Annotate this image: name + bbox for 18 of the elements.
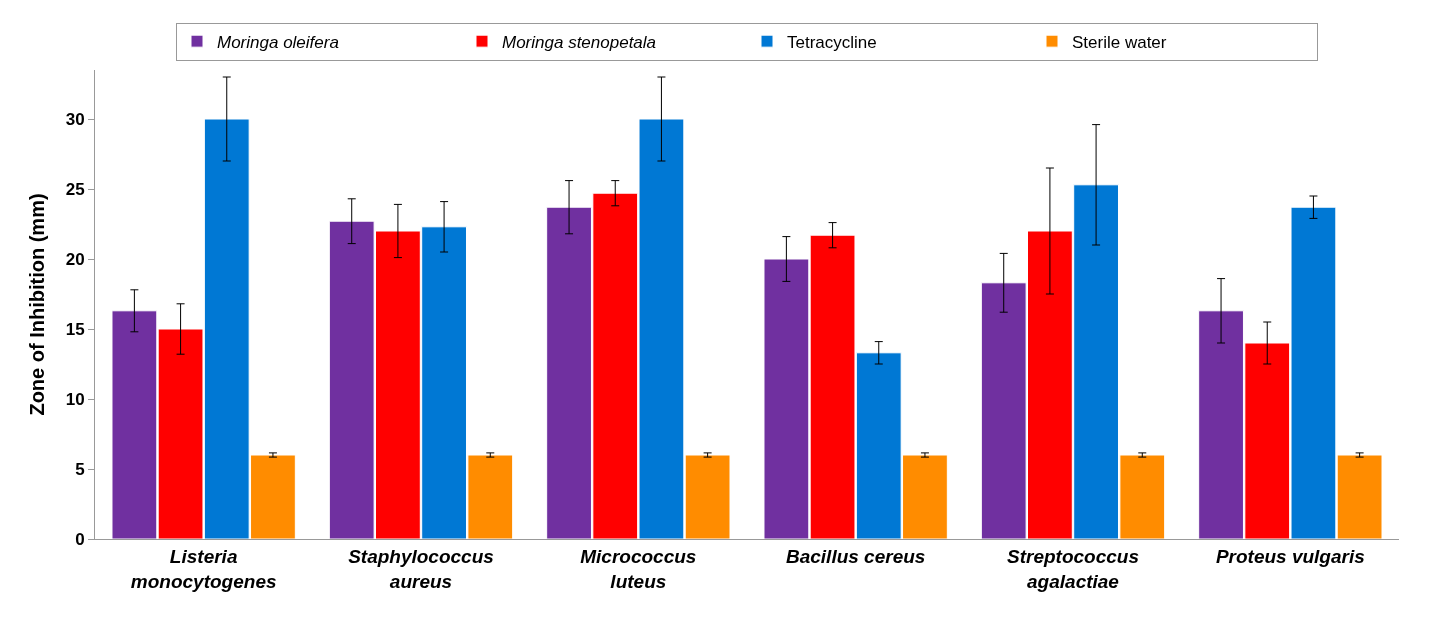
y-tick-label: 15 — [65, 319, 85, 339]
y-tick-label: 0 — [75, 529, 85, 549]
y-tick-label: 30 — [65, 109, 85, 129]
y-tick-label: 25 — [65, 179, 85, 199]
y-tick-label: 10 — [65, 389, 85, 409]
y-tick-label: 20 — [65, 249, 85, 269]
legend-label: Sterile water — [1072, 32, 1167, 52]
legend-label: Tetracycline — [787, 32, 877, 52]
legend-label: Moringa stenopetala — [502, 32, 657, 52]
x-tick-label: Micrococcus luteus — [580, 545, 697, 592]
x-tick-label: Bacillus cereus — [785, 545, 926, 567]
x-tick-label: Streptococcus agalactiae — [1007, 545, 1139, 592]
y-axis-title: Zone of Inhibition (mm) — [26, 193, 49, 416]
x-tick-label: Staphylococcus aureus — [348, 545, 494, 592]
x-tick-label: Proteus vulgaris — [1215, 545, 1365, 567]
legend-label: Moringa oleifera — [217, 32, 339, 52]
x-tick-label: Listeria monocytogenes — [130, 545, 277, 592]
y-tick-label: 5 — [75, 459, 85, 479]
